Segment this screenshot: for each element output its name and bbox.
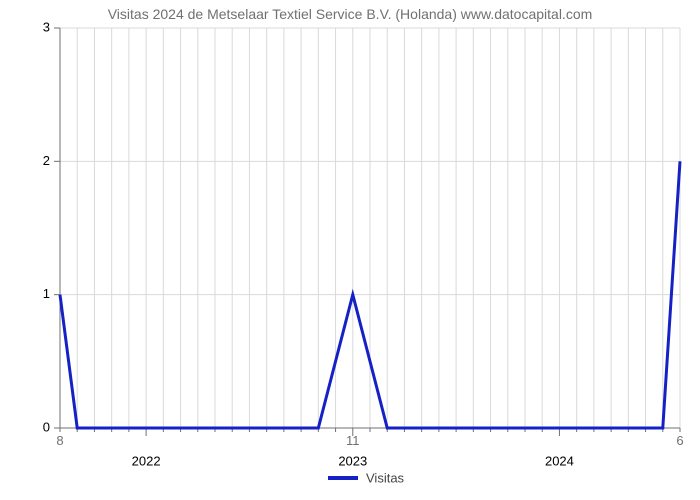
y-tick-label: 1 <box>43 286 50 301</box>
point-annotation: 6 <box>676 433 683 448</box>
chart-svg: 0 1 2 3 2022 2023 2024 8 11 6 Visitas <box>0 0 700 500</box>
chart-container: { "chart": { "type": "line", "title": "V… <box>0 0 700 500</box>
y-tick-label: 3 <box>43 19 50 34</box>
x-tick-label: 2022 <box>132 454 161 469</box>
y-tick-label: 2 <box>43 153 50 168</box>
x-tick-label: 2024 <box>545 454 574 469</box>
point-annotation: 8 <box>56 433 63 448</box>
legend-label: Visitas <box>366 470 405 485</box>
x-tick-label: 2023 <box>338 454 367 469</box>
y-tick-label: 0 <box>43 419 50 434</box>
point-annotation: 11 <box>346 433 360 448</box>
